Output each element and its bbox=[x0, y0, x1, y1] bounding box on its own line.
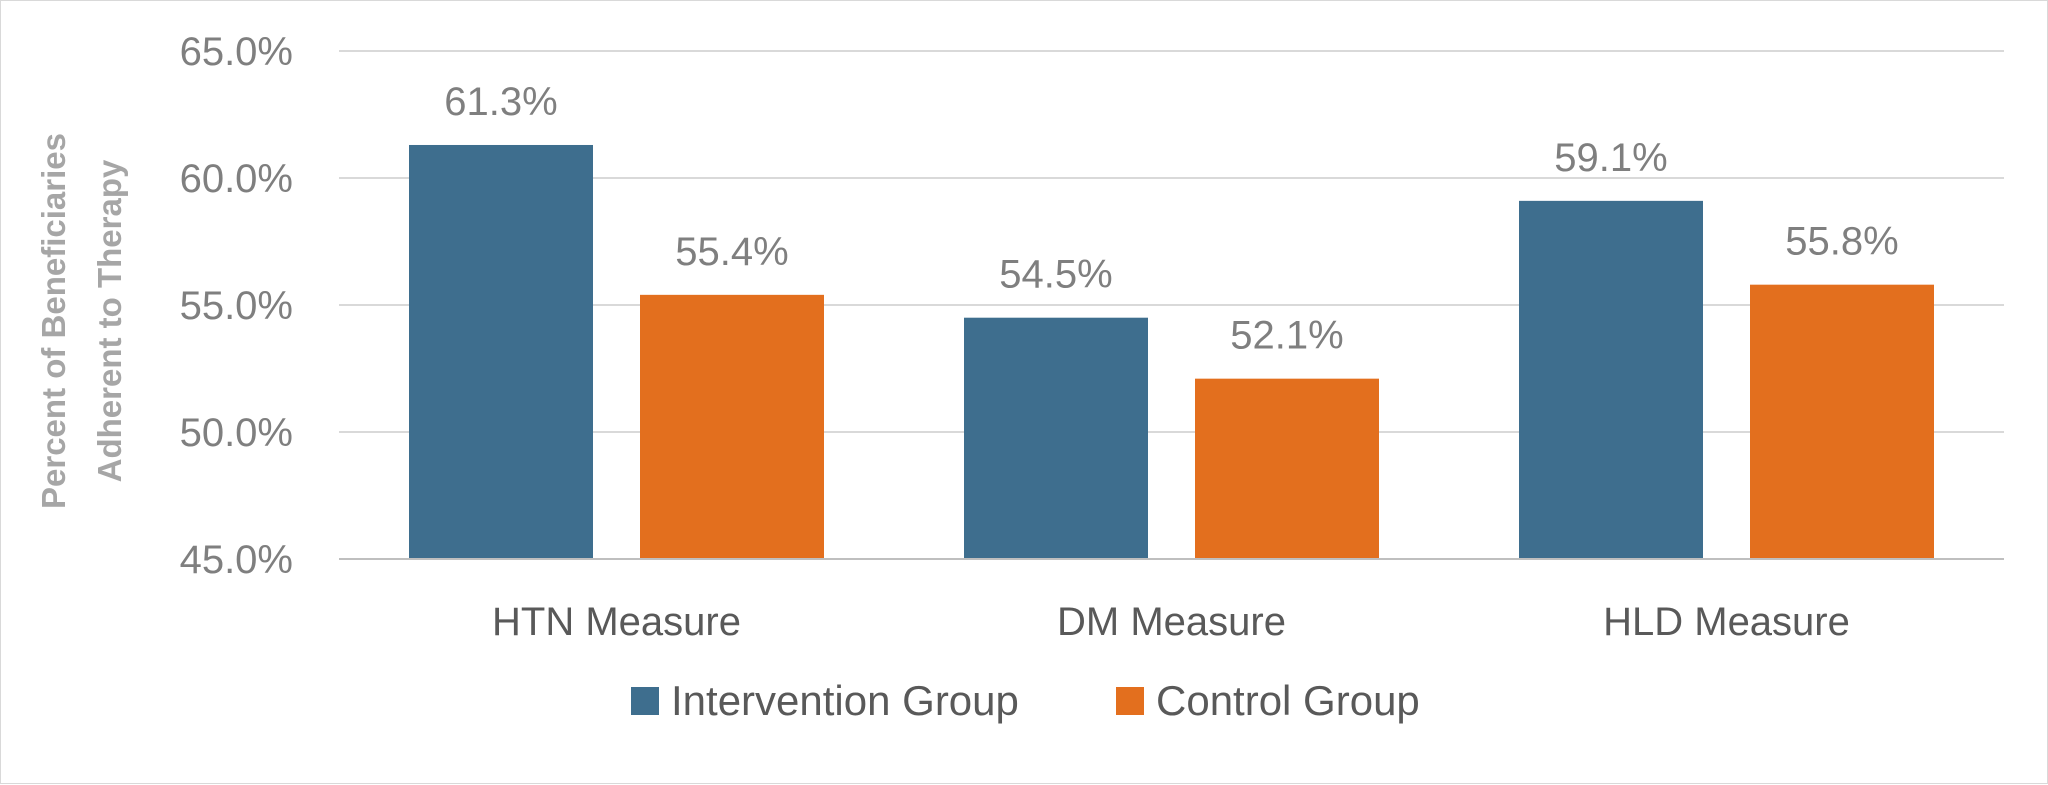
y-tick-label: 45.0% bbox=[180, 538, 293, 582]
labels: 45.0% 50.0% 55.0% 60.0% 65.0% 61.3% 55.4% HTN M… bbox=[35, 30, 1899, 644]
x-category-label: HTN Measure bbox=[492, 600, 741, 644]
y-tick-label: 60.0% bbox=[180, 157, 293, 201]
y-tick-label: 65.0% bbox=[180, 30, 293, 74]
legend-label-intervention-group: Intervention Group bbox=[671, 677, 1019, 724]
data-label: 52.1% bbox=[1230, 314, 1343, 358]
data-label: 55.8% bbox=[1785, 220, 1898, 264]
legend-label-control-group: Control Group bbox=[1156, 677, 1420, 724]
data-label: 59.1% bbox=[1554, 136, 1667, 180]
bar-control-group bbox=[1750, 284, 1934, 559]
y-tick-label: 50.0% bbox=[180, 411, 293, 455]
legend-swatch-control-group bbox=[1116, 687, 1144, 715]
bar-intervention-group bbox=[1519, 200, 1703, 560]
bar-intervention-group bbox=[409, 144, 593, 560]
gridlines bbox=[339, 50, 2004, 433]
data-label: 54.5% bbox=[999, 253, 1112, 297]
bar-control-group bbox=[1195, 378, 1379, 559]
legend-swatch-intervention-group bbox=[631, 687, 659, 715]
legend: Intervention Group Control Group bbox=[631, 677, 1420, 724]
y-axis-title: Percent of Beneficiaries bbox=[35, 133, 72, 509]
bar-intervention-group bbox=[964, 317, 1148, 559]
x-category-label: DM Measure bbox=[1057, 600, 1286, 644]
data-label: 61.3% bbox=[444, 80, 557, 124]
y-axis-title: Adherent to Therapy bbox=[91, 159, 128, 482]
x-category-label: HLD Measure bbox=[1603, 600, 1850, 644]
bars bbox=[409, 144, 1934, 560]
data-label: 55.4% bbox=[675, 230, 788, 274]
bar-control-group bbox=[640, 294, 824, 559]
y-tick-label: 55.0% bbox=[180, 284, 293, 328]
